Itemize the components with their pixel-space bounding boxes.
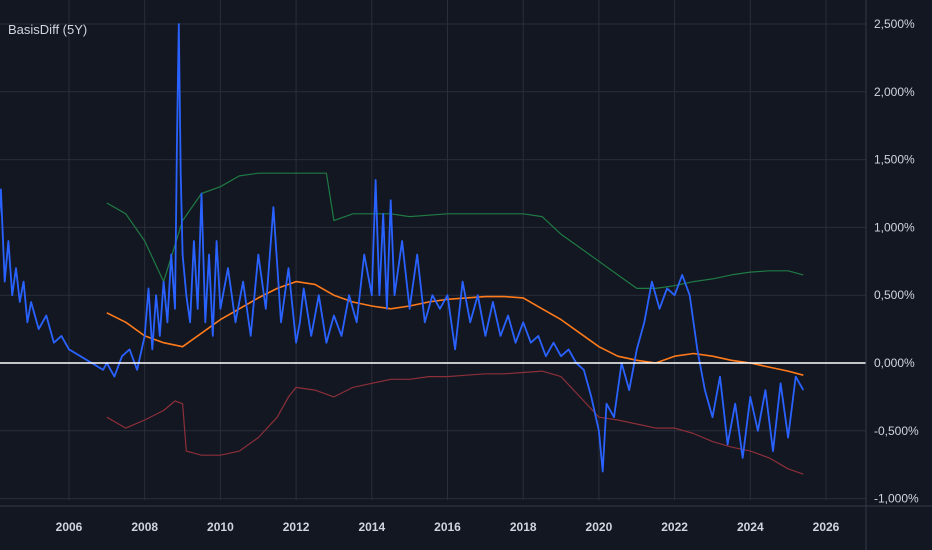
price-tick-label: 1,000% [874,220,915,234]
time-tick-label: 2018 [510,520,537,534]
time-tick-label: 2008 [131,520,158,534]
series-layer [0,23,805,475]
price-tick-label: 2,000% [874,85,915,99]
time-tick-label: 2022 [661,520,688,534]
time-tick-label: 2006 [56,520,83,534]
time-tick-label: 2024 [737,520,764,534]
basis-series-line [0,23,805,473]
time-tick-label: 2016 [434,520,461,534]
lower-series-line [106,370,804,475]
price-tick-label: -0,500% [874,424,919,438]
time-axis[interactable]: 2006 2008 2010 2012 2014 2016 2018 2020 2022 2024… [56,520,840,534]
time-tick-label: 2020 [586,520,613,534]
time-tick-label: 2012 [283,520,310,534]
time-tick-label: 2010 [207,520,234,534]
price-tick-label: 2,500% [874,17,915,31]
time-tick-label: 2014 [358,520,385,534]
price-tick-label: 0,000% [874,356,915,370]
upper-series-line [106,172,804,289]
price-tick-label: 0,500% [874,288,915,302]
price-tick-label: -1,000% [874,492,919,506]
time-tick-label: 2026 [813,520,840,534]
price-axis[interactable]: 2,500% 2,000% 1,500% 1,000% 0,500% 0,000% -0,5… [874,17,919,506]
indicator-title: BasisDiff (5Y) [8,22,87,37]
price-tick-label: 1,500% [874,153,915,167]
mean-series-line [106,280,804,376]
